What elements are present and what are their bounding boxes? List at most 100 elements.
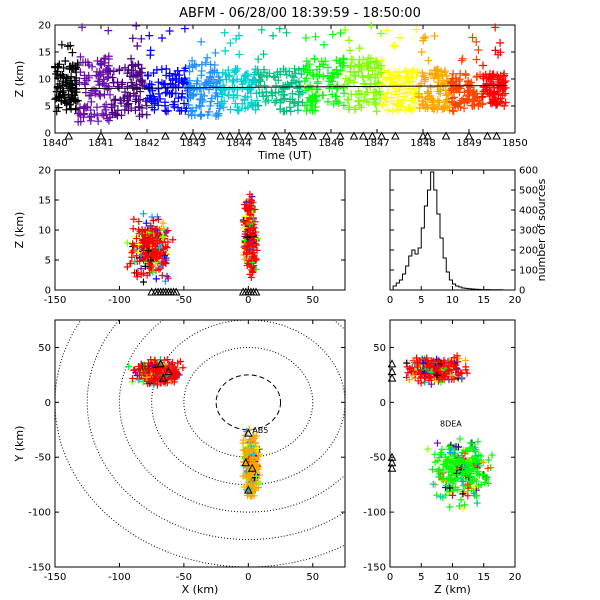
source-point (467, 101, 476, 110)
station-marker (164, 367, 173, 376)
y-tick-label: 50 (38, 343, 51, 354)
source-point (456, 103, 465, 112)
source-point (131, 106, 140, 115)
source-point (212, 110, 221, 119)
source-point (280, 94, 289, 103)
source-point (253, 96, 262, 105)
source-point (368, 66, 377, 75)
source-point (209, 78, 218, 87)
x-tick-label: 1840 (42, 138, 67, 149)
y-tick-label: 15 (38, 48, 51, 59)
source-point (372, 88, 381, 97)
source-point (244, 463, 252, 471)
source-point (433, 491, 441, 499)
source-point (128, 34, 137, 43)
source-point (129, 240, 137, 248)
source-point (247, 480, 255, 488)
source-point (421, 370, 429, 378)
source-point (192, 62, 201, 71)
source-point (153, 237, 161, 245)
source-point (245, 84, 254, 93)
source-point (98, 109, 107, 118)
source-point (461, 464, 469, 472)
source-point (300, 65, 309, 74)
source-point (97, 57, 106, 66)
source-point (463, 86, 472, 95)
source-point (242, 198, 250, 206)
source-point (363, 60, 372, 69)
source-point (255, 75, 264, 84)
source-point (439, 466, 447, 474)
y-axis-label: Y (km) (13, 426, 26, 463)
source-point (80, 102, 89, 111)
source-point (218, 90, 227, 99)
source-point (184, 101, 193, 110)
source-point (496, 97, 505, 106)
source-point (424, 56, 433, 65)
source-point (465, 95, 474, 104)
source-point (440, 359, 448, 367)
source-point (213, 92, 222, 101)
source-point (453, 85, 462, 94)
station-marker (243, 131, 253, 140)
station-marker (158, 373, 168, 382)
source-point (444, 475, 452, 483)
station-marker (322, 131, 331, 140)
source-point (474, 46, 483, 55)
source-point (130, 215, 138, 223)
source-point (55, 92, 64, 101)
source-point (62, 105, 71, 114)
source-point (185, 67, 194, 76)
source-point (254, 234, 262, 242)
source-point (464, 458, 472, 466)
source-point (449, 107, 458, 116)
source-point (354, 97, 363, 106)
y-tick-label: -50 (35, 453, 51, 464)
source-point (170, 102, 179, 111)
x-tick-label: -150 (44, 572, 67, 583)
source-point (418, 97, 427, 106)
source-point (230, 68, 239, 77)
station-marker (257, 131, 267, 140)
source-point (452, 74, 461, 83)
source-point (290, 64, 299, 73)
station-marker (225, 131, 235, 140)
source-point (149, 234, 157, 242)
source-point (72, 97, 81, 106)
source-point (71, 95, 80, 104)
source-point (448, 97, 457, 106)
source-point (319, 60, 328, 69)
source-point (433, 439, 441, 447)
source-point (142, 231, 150, 239)
source-point (150, 95, 159, 104)
y-axis-label: number of sources (535, 178, 548, 281)
source-point (468, 33, 477, 42)
source-point (256, 77, 265, 86)
source-point (242, 212, 250, 220)
source-point (448, 106, 457, 115)
source-point (372, 107, 381, 116)
source-point (435, 465, 443, 473)
source-point (185, 76, 194, 85)
source-point (458, 54, 467, 63)
source-point (470, 465, 478, 473)
source-point (109, 67, 118, 76)
source-point (469, 446, 477, 454)
source-point (277, 95, 286, 104)
y-tick-label: 5 (45, 102, 51, 113)
station-marker (308, 131, 317, 140)
x-tick-label: 20 (509, 295, 522, 306)
source-point (137, 251, 145, 259)
source-point (486, 98, 495, 107)
source-point (149, 217, 157, 225)
x-tick-label: 1848 (410, 138, 435, 149)
source-point (349, 71, 358, 80)
source-point (395, 33, 404, 42)
source-point (160, 252, 168, 260)
source-point (269, 31, 278, 40)
range-ring (215, 374, 282, 431)
source-point (246, 270, 254, 278)
source-point (154, 89, 163, 98)
source-point (129, 73, 138, 82)
source-point (347, 90, 356, 99)
